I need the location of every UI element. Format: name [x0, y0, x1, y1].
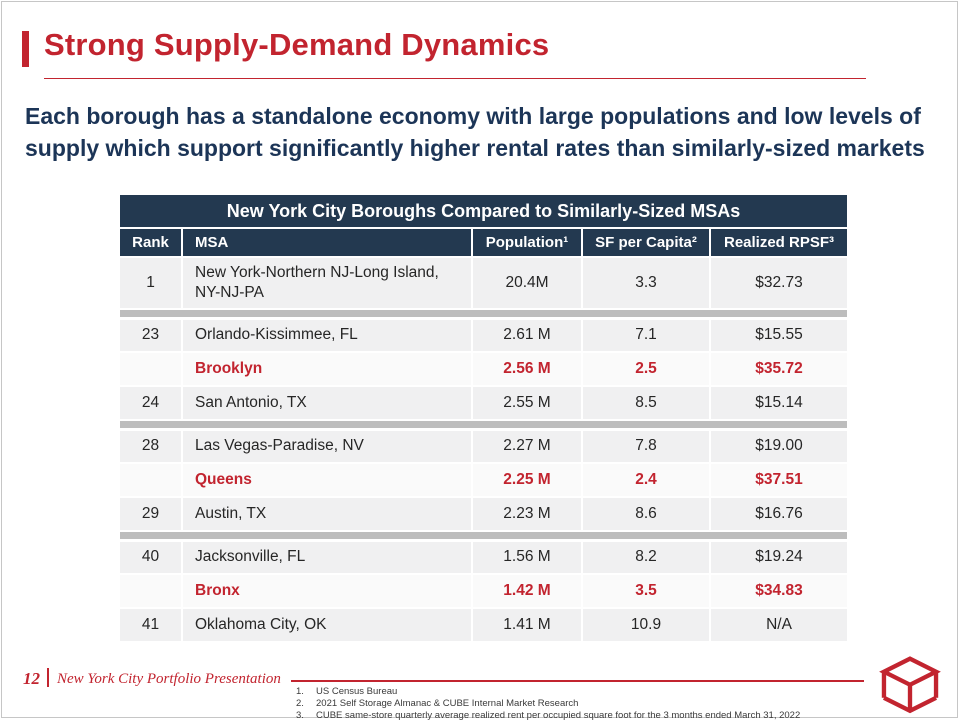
sf-per-capita-cell: 8.6	[581, 497, 710, 533]
rank-cell	[120, 574, 182, 610]
table-row-brooklyn: Brooklyn 2.56 M 2.5 $35.72	[120, 352, 847, 388]
realized-rpsf-cell: N/A	[709, 608, 847, 644]
population-cell: 1.42 M	[471, 574, 582, 610]
title-underline	[44, 78, 866, 79]
sf-per-capita-cell: 8.5	[581, 386, 710, 422]
rank-cell: 41	[120, 608, 182, 644]
col-header-sf-per-capita: SF per Capita²	[581, 228, 710, 258]
sf-per-capita-cell: 2.5	[581, 352, 710, 388]
col-header-msa: MSA	[181, 228, 472, 258]
table-row: 1 New York-Northern NJ-Long Island, NY-N…	[120, 257, 847, 311]
footnote-text: 2021 Self Storage Almanac & CUBE Interna…	[316, 698, 579, 710]
footnote: 2. 2021 Self Storage Almanac & CUBE Inte…	[296, 698, 866, 710]
presentation-title: New York City Portfolio Presentation	[57, 671, 281, 687]
footnote-text: US Census Bureau	[316, 686, 398, 697]
population-cell: 1.56 M	[471, 540, 582, 576]
table-row-queens: Queens 2.25 M 2.4 $37.51	[120, 463, 847, 499]
msa-cell: Jacksonville, FL	[181, 540, 472, 576]
msa-cell: Austin, TX	[181, 497, 472, 533]
footnote-number: 3.	[296, 710, 304, 722]
title-accent-bar	[22, 31, 29, 67]
msa-comparison-table: New York City Boroughs Compared to Simil…	[120, 195, 847, 644]
table-header-row: Rank MSA Population¹ SF per Capita² Real…	[120, 228, 847, 258]
table-row-bronx: Bronx 1.42 M 3.5 $34.83	[120, 574, 847, 610]
rank-cell: 29	[120, 497, 182, 533]
page-number: 12	[23, 669, 40, 688]
msa-cell: Las Vegas-Paradise, NV	[181, 429, 472, 465]
realized-rpsf-cell: $19.24	[709, 540, 847, 576]
sf-per-capita-cell: 8.2	[581, 540, 710, 576]
page-title: Strong Supply-Demand Dynamics	[44, 27, 550, 62]
realized-rpsf-cell: $32.73	[709, 257, 847, 311]
realized-rpsf-cell: $16.76	[709, 497, 847, 533]
population-cell: 20.4M	[471, 257, 582, 311]
col-header-rank: Rank	[120, 228, 182, 258]
realized-rpsf-cell: $37.51	[709, 463, 847, 499]
table-row: 28 Las Vegas-Paradise, NV 2.27 M 7.8 $19…	[120, 429, 847, 465]
population-cell: 1.41 M	[471, 608, 582, 644]
table-title: New York City Boroughs Compared to Simil…	[120, 195, 847, 229]
footnote: 3. CUBE same-store quarterly average rea…	[296, 710, 866, 722]
footnote-number: 2.	[296, 698, 304, 710]
population-cell: 2.55 M	[471, 386, 582, 422]
sf-per-capita-cell: 7.8	[581, 429, 710, 465]
table-row: 29 Austin, TX 2.23 M 8.6 $16.76	[120, 497, 847, 533]
table-row: 24 San Antonio, TX 2.55 M 8.5 $15.14	[120, 386, 847, 422]
slide-subtitle: Each borough has a standalone economy wi…	[25, 103, 925, 161]
col-header-realized-rpsf: Realized RPSF³	[709, 228, 847, 258]
rank-cell	[120, 352, 182, 388]
population-cell: 2.25 M	[471, 463, 582, 499]
footnotes: 1. US Census Bureau 2. 2021 Self Storage…	[296, 686, 866, 722]
footer-rule	[291, 680, 864, 682]
sf-per-capita-cell: 3.3	[581, 257, 710, 311]
msa-cell: Orlando-Kissimmee, FL	[181, 318, 472, 354]
table-row: 40 Jacksonville, FL 1.56 M 8.2 $19.24	[120, 540, 847, 576]
footnote: 1. US Census Bureau	[296, 686, 866, 698]
realized-rpsf-cell: $15.14	[709, 386, 847, 422]
realized-rpsf-cell: $15.55	[709, 318, 847, 354]
group-separator	[120, 419, 847, 431]
group-separator	[120, 308, 847, 320]
realized-rpsf-cell: $34.83	[709, 574, 847, 610]
sf-per-capita-cell: 3.5	[581, 574, 710, 610]
msa-cell: Queens	[181, 463, 472, 499]
rank-cell: 28	[120, 429, 182, 465]
group-separator	[120, 530, 847, 542]
table-row: 41 Oklahoma City, OK 1.41 M 10.9 N/A	[120, 608, 847, 644]
sf-per-capita-cell: 2.4	[581, 463, 710, 499]
population-cell: 2.23 M	[471, 497, 582, 533]
population-cell: 2.27 M	[471, 429, 582, 465]
msa-cell: Oklahoma City, OK	[181, 608, 472, 644]
realized-rpsf-cell: $35.72	[709, 352, 847, 388]
rank-cell: 40	[120, 540, 182, 576]
msa-cell: Bronx	[181, 574, 472, 610]
table-row: 23 Orlando-Kissimmee, FL 2.61 M 7.1 $15.…	[120, 318, 847, 354]
realized-rpsf-cell: $19.00	[709, 429, 847, 465]
rank-cell	[120, 463, 182, 499]
table-title-row: New York City Boroughs Compared to Simil…	[120, 195, 847, 229]
population-cell: 2.56 M	[471, 352, 582, 388]
msa-cell: New York-Northern NJ-Long Island, NY-NJ-…	[181, 257, 472, 311]
cubesmart-cube-logo-icon	[879, 656, 941, 714]
rank-cell: 24	[120, 386, 182, 422]
population-cell: 2.61 M	[471, 318, 582, 354]
rank-cell: 1	[120, 257, 182, 311]
footer-divider	[47, 668, 49, 687]
msa-cell: San Antonio, TX	[181, 386, 472, 422]
footnote-number: 1.	[296, 686, 304, 697]
rank-cell: 23	[120, 318, 182, 354]
col-header-population: Population¹	[471, 228, 582, 258]
sf-per-capita-cell: 10.9	[581, 608, 710, 644]
msa-cell: Brooklyn	[181, 352, 472, 388]
footnote-text: CUBE same-store quarterly average realiz…	[316, 710, 801, 722]
sf-per-capita-cell: 7.1	[581, 318, 710, 354]
